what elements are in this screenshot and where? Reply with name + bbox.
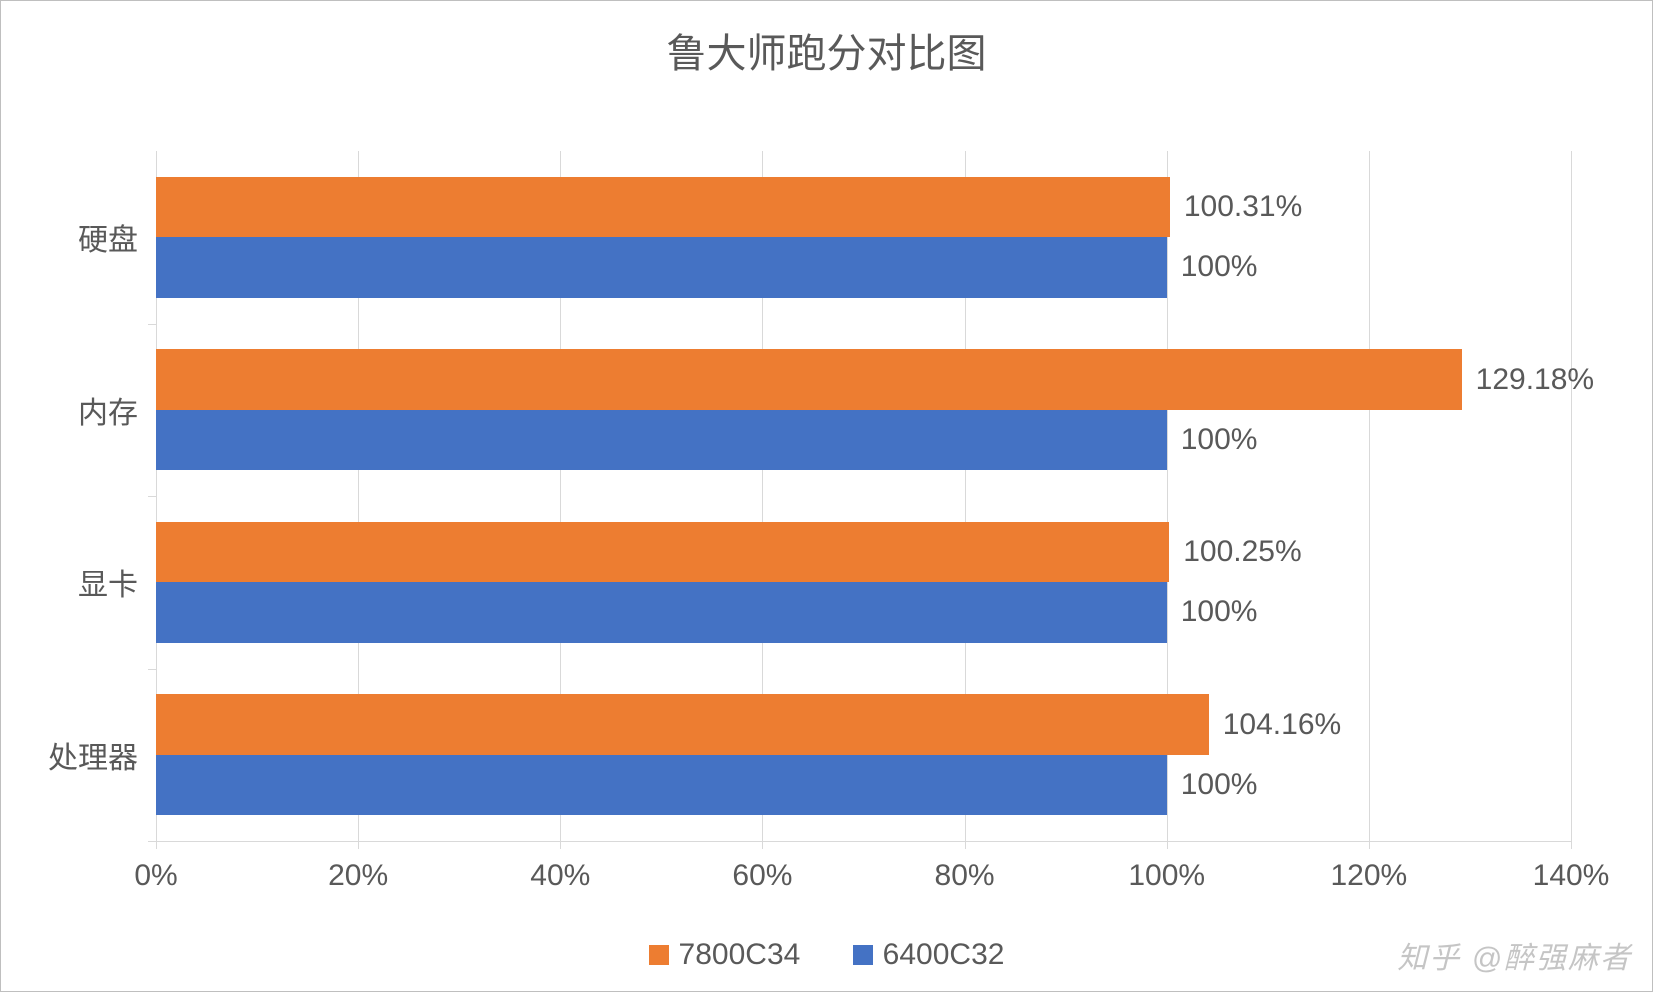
watermark: 知乎 @醉强麻者 [1397,933,1632,977]
x-tick-mark [965,841,966,849]
y-tick-mark [148,669,156,670]
chart-container: 鲁大师跑分对比图 0% 20% 40% 60% 80% 100% 120% 140% 硬盘 100… [0,0,1653,992]
legend-swatch-0 [649,945,669,965]
bar [156,522,1169,582]
bar [156,410,1167,470]
x-tick-label: 40% [530,859,590,893]
x-tick-label: 120% [1330,859,1407,893]
chart-title: 鲁大师跑分对比图 [1,21,1652,79]
y-category-label: 处理器 [48,733,138,777]
bar-value-label: 100% [1181,768,1258,802]
plot-area: 0%20%40%60%80%100%120%140%硬盘100.31%100%内… [156,151,1571,841]
bar [156,755,1167,815]
legend-item-series-0: 7800C34 [649,938,801,972]
bar-value-label: 104.16% [1223,708,1341,742]
x-tick-mark [1369,841,1370,849]
bar-value-label: 129.18% [1476,363,1594,397]
y-tick-mark [148,841,156,842]
x-axis-line [156,841,1571,842]
y-category-label: 显卡 [78,560,138,604]
bar [156,177,1170,237]
y-tick-mark [148,324,156,325]
bar [156,694,1209,754]
x-tick-label: 100% [1128,859,1205,893]
y-tick-mark [148,496,156,497]
x-tick-label: 140% [1533,859,1610,893]
x-tick-label: 80% [935,859,995,893]
bar-value-label: 100.25% [1183,535,1301,569]
legend-label-1: 6400C32 [883,938,1005,972]
x-tick-mark [156,841,157,849]
bar-value-label: 100.31% [1184,190,1302,224]
x-tick-label: 0% [134,859,177,893]
y-category-label: 硬盘 [78,215,138,259]
x-tick-label: 60% [732,859,792,893]
x-tick-mark [1167,841,1168,849]
y-category-label: 内存 [78,388,138,432]
bar-value-label: 100% [1181,595,1258,629]
x-tick-mark [1571,841,1572,849]
x-tick-mark [762,841,763,849]
bar [156,349,1462,409]
gridline [1369,151,1370,841]
x-tick-mark [358,841,359,849]
bar [156,237,1167,297]
bar [156,582,1167,642]
bar-value-label: 100% [1181,423,1258,457]
legend-label-0: 7800C34 [679,938,801,972]
legend-swatch-1 [853,945,873,965]
gridline [1571,151,1572,841]
legend-item-series-1: 6400C32 [853,938,1005,972]
x-tick-mark [560,841,561,849]
bar-value-label: 100% [1181,250,1258,284]
x-tick-label: 20% [328,859,388,893]
